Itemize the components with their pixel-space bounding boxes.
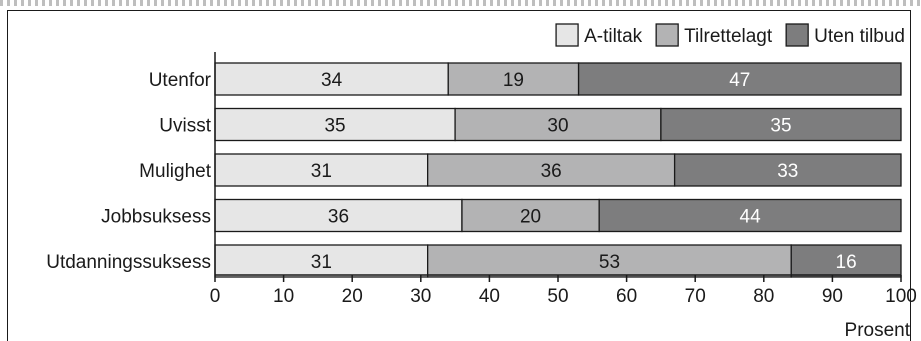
data-label-uten-tilbud-utenfor: 47 [729,70,750,91]
legend-swatch-tilrettelagt [655,23,679,47]
data-label-tilrettelagt-jobbsuksess: 20 [520,207,541,228]
data-label-tilrettelagt-utenfor: 19 [503,70,524,91]
x-tick-label-30: 30 [410,286,431,307]
bar-tilrettelagt-utdanningssuksess [427,244,792,278]
category-label-utenfor: Utenfor [149,70,212,91]
bar-a-tiltak-utdanningssuksess [214,244,429,278]
x-tick-label-40: 40 [479,286,500,307]
bar-a-tiltak-jobbsuksess [214,198,463,233]
bar-tilrettelagt-mulighet [427,153,676,187]
bar-tilrettelagt-jobbsuksess [461,198,600,233]
x-tick-label-50: 50 [547,286,568,307]
bar-uten-tilbud-utdanningssuksess [790,244,902,278]
data-label-uten-tilbud-mulighet: 33 [777,161,798,182]
data-label-uten-tilbud-jobbsuksess: 44 [740,207,762,228]
data-label-a-tiltak-jobbsuksess: 36 [328,207,349,228]
x-tick-label-70: 70 [685,286,706,307]
category-label-utdanningssuksess: Utdanningssuksess [46,252,211,273]
data-label-tilrettelagt-utdanningssuksess: 53 [599,252,620,273]
data-label-uten-tilbud-uvisst: 35 [770,116,791,137]
legend-label-tilrettelagt: Tilrettelagt [684,26,773,47]
x-tick-label-60: 60 [616,286,637,307]
data-label-tilrettelagt-mulighet: 36 [541,161,562,182]
bar-uten-tilbud-utenfor [577,62,902,96]
bars: Utenfor 34 19 47 Uvisst 35 30 35 Mulighet 31 36 33 J… [46,62,902,278]
data-label-a-tiltak-utdanningssuksess: 31 [311,252,332,273]
data-label-tilrettelagt-uvisst: 30 [547,116,568,137]
category-label-uvisst: Uvisst [159,116,211,137]
x-tick-label-10: 10 [273,286,294,307]
category-label-mulighet: Mulighet [139,161,212,182]
x-axis-label: Prosent [845,320,911,341]
bar-tilrettelagt-uvisst [454,107,662,142]
legend: A-tiltak Tilrettelagt Uten tilbud [555,23,905,47]
category-label-jobbsuksess: Jobbsuksess [101,207,211,228]
legend-label-uten-tilbud: Uten tilbud [814,26,905,47]
x-tick-label-90: 90 [822,286,843,307]
bar-tilrettelagt-utenfor [447,62,580,96]
x-axis: 0 10 20 30 40 50 60 70 80 90 100 [210,52,917,307]
data-label-a-tiltak-uvisst: 35 [324,116,345,137]
bar-uten-tilbud-uvisst [660,107,902,142]
data-label-uten-tilbud-utdanningssuksess: 16 [836,252,857,273]
x-tick-label-80: 80 [753,286,774,307]
cropped-header-fragment [0,0,921,6]
x-tick-label-20: 20 [342,286,363,307]
x-tick-label-0: 0 [210,286,221,307]
chart-frame [7,10,911,341]
x-tick-label-100: 100 [885,286,917,307]
legend-swatch-a-tiltak [555,23,579,47]
bar-a-tiltak-utenfor [214,62,449,96]
bar-uten-tilbud-mulighet [673,153,902,187]
legend-swatch-uten-tilbud [785,23,809,47]
data-label-a-tiltak-utenfor: 34 [321,70,343,91]
data-label-a-tiltak-mulighet: 31 [311,161,332,182]
bar-uten-tilbud-jobbsuksess [598,198,902,233]
legend-label-a-tiltak: A-tiltak [584,26,643,47]
